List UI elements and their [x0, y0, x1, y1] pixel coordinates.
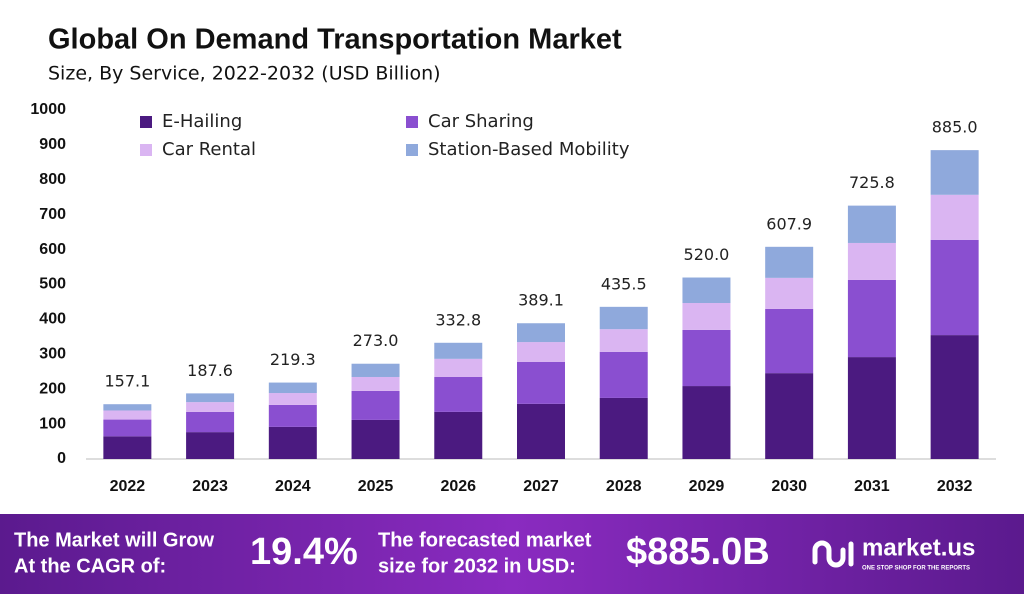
bar-segment — [847, 357, 896, 459]
legend-swatch — [406, 144, 418, 156]
bar-segment — [847, 279, 896, 358]
bar-segment — [186, 411, 235, 433]
bar-segment — [351, 376, 400, 391]
bar-segment — [103, 410, 152, 420]
y-tick-label: 800 — [39, 171, 66, 188]
bar-segment — [765, 277, 814, 309]
legend-swatch — [406, 116, 418, 128]
total-label: 725.8 — [849, 173, 895, 192]
brand-logo — [812, 540, 854, 568]
x-tick-label: 2024 — [275, 478, 311, 495]
total-label: 157.1 — [104, 372, 150, 391]
bar-segment — [186, 393, 235, 403]
bar-segment — [517, 361, 565, 404]
bar-segment — [765, 246, 814, 278]
bar-segment — [268, 404, 317, 427]
bar-segment — [847, 205, 896, 243]
bar-segment — [930, 150, 979, 195]
bar-segment — [517, 342, 565, 362]
y-tick-label: 500 — [39, 276, 66, 293]
bar-segment — [103, 419, 152, 437]
bar-segment — [103, 404, 152, 411]
total-label: 219.3 — [270, 350, 316, 369]
brand: market.us — [862, 534, 975, 561]
bar-segment — [186, 432, 235, 459]
legend-label: Car Rental — [162, 139, 256, 160]
legend-label: Station-Based Mobility — [428, 139, 630, 160]
total-label: 435.5 — [601, 275, 647, 294]
x-tick-label: 2032 — [937, 478, 973, 495]
bar-segment — [434, 411, 483, 459]
total-label: 389.1 — [518, 291, 564, 310]
forecast-value: $885.0B — [626, 531, 770, 573]
bar-segment — [351, 363, 400, 377]
bar-segment — [930, 239, 979, 336]
bar-segment — [930, 335, 979, 459]
total-label: 273.0 — [353, 331, 399, 350]
bar-segment — [434, 376, 483, 412]
total-label: 885.0 — [932, 118, 978, 137]
total-label: 332.8 — [435, 310, 481, 329]
chart-title: Global On Demand Transportation Market — [48, 24, 622, 56]
legend-label: Car Sharing — [428, 111, 534, 132]
x-tick-label: 2023 — [192, 478, 228, 495]
bar-segment — [351, 419, 400, 459]
bar-segment — [765, 373, 814, 459]
bar-segment — [434, 358, 483, 377]
legend-label: E-Hailing — [162, 111, 242, 132]
bar-segment — [434, 342, 483, 359]
legend-swatch — [140, 116, 152, 128]
bar-segment — [765, 308, 814, 374]
bar-segment — [682, 302, 731, 330]
cagr-value: 19.4% — [250, 531, 358, 573]
x-tick-label: 2029 — [689, 478, 725, 495]
x-tick-label: 2027 — [523, 478, 559, 495]
bar-segment — [599, 329, 648, 352]
y-tick-label: 600 — [39, 241, 66, 258]
bar-segment — [599, 306, 648, 330]
bar-segment — [682, 386, 731, 459]
y-tick-label: 200 — [39, 380, 66, 397]
bar-segment — [103, 436, 152, 459]
total-label: 520.0 — [684, 245, 730, 264]
y-tick-label: 100 — [39, 415, 66, 432]
legend-swatch — [140, 144, 152, 156]
total-label: 607.9 — [766, 214, 812, 233]
bar-segment — [517, 403, 565, 459]
x-tick-label: 2031 — [854, 478, 890, 495]
y-tick-label: 1000 — [30, 101, 66, 118]
x-tick-label: 2028 — [606, 478, 642, 495]
bar-segment — [351, 390, 400, 420]
bar-segment — [268, 393, 317, 405]
x-tick-label: 2025 — [358, 478, 394, 495]
x-tick-label: 2026 — [440, 478, 476, 495]
chart-subtitle: Size, By Service, 2022-2032 (USD Billion… — [48, 63, 441, 85]
bar-segment — [682, 277, 731, 303]
bar-segment — [847, 242, 896, 280]
bar-segment — [599, 397, 648, 459]
forecast-text: size for 2032 in USD: — [378, 555, 576, 577]
y-tick-label: 900 — [39, 136, 66, 153]
y-tick-label: 700 — [39, 206, 66, 223]
bar-segment — [682, 329, 731, 387]
y-tick-label: 0 — [57, 450, 66, 467]
cagr-text: The Market will Grow — [14, 529, 214, 551]
bar-segment — [599, 351, 648, 398]
bar-segment — [268, 426, 317, 459]
bar-segment — [268, 382, 317, 394]
x-tick-label: 2022 — [110, 478, 146, 495]
total-label: 187.6 — [187, 361, 233, 380]
y-tick-label: 400 — [39, 311, 66, 328]
forecast-text: The forecasted market — [378, 529, 592, 551]
cagr-text: At the CAGR of: — [14, 555, 166, 577]
x-tick-label: 2030 — [771, 478, 807, 495]
bar-segment — [517, 323, 565, 343]
tagline: ONE STOP SHOP FOR THE REPORTS — [862, 566, 970, 572]
bar-segment — [186, 402, 235, 412]
y-tick-label: 300 — [39, 346, 66, 363]
bar-segment — [930, 194, 979, 240]
